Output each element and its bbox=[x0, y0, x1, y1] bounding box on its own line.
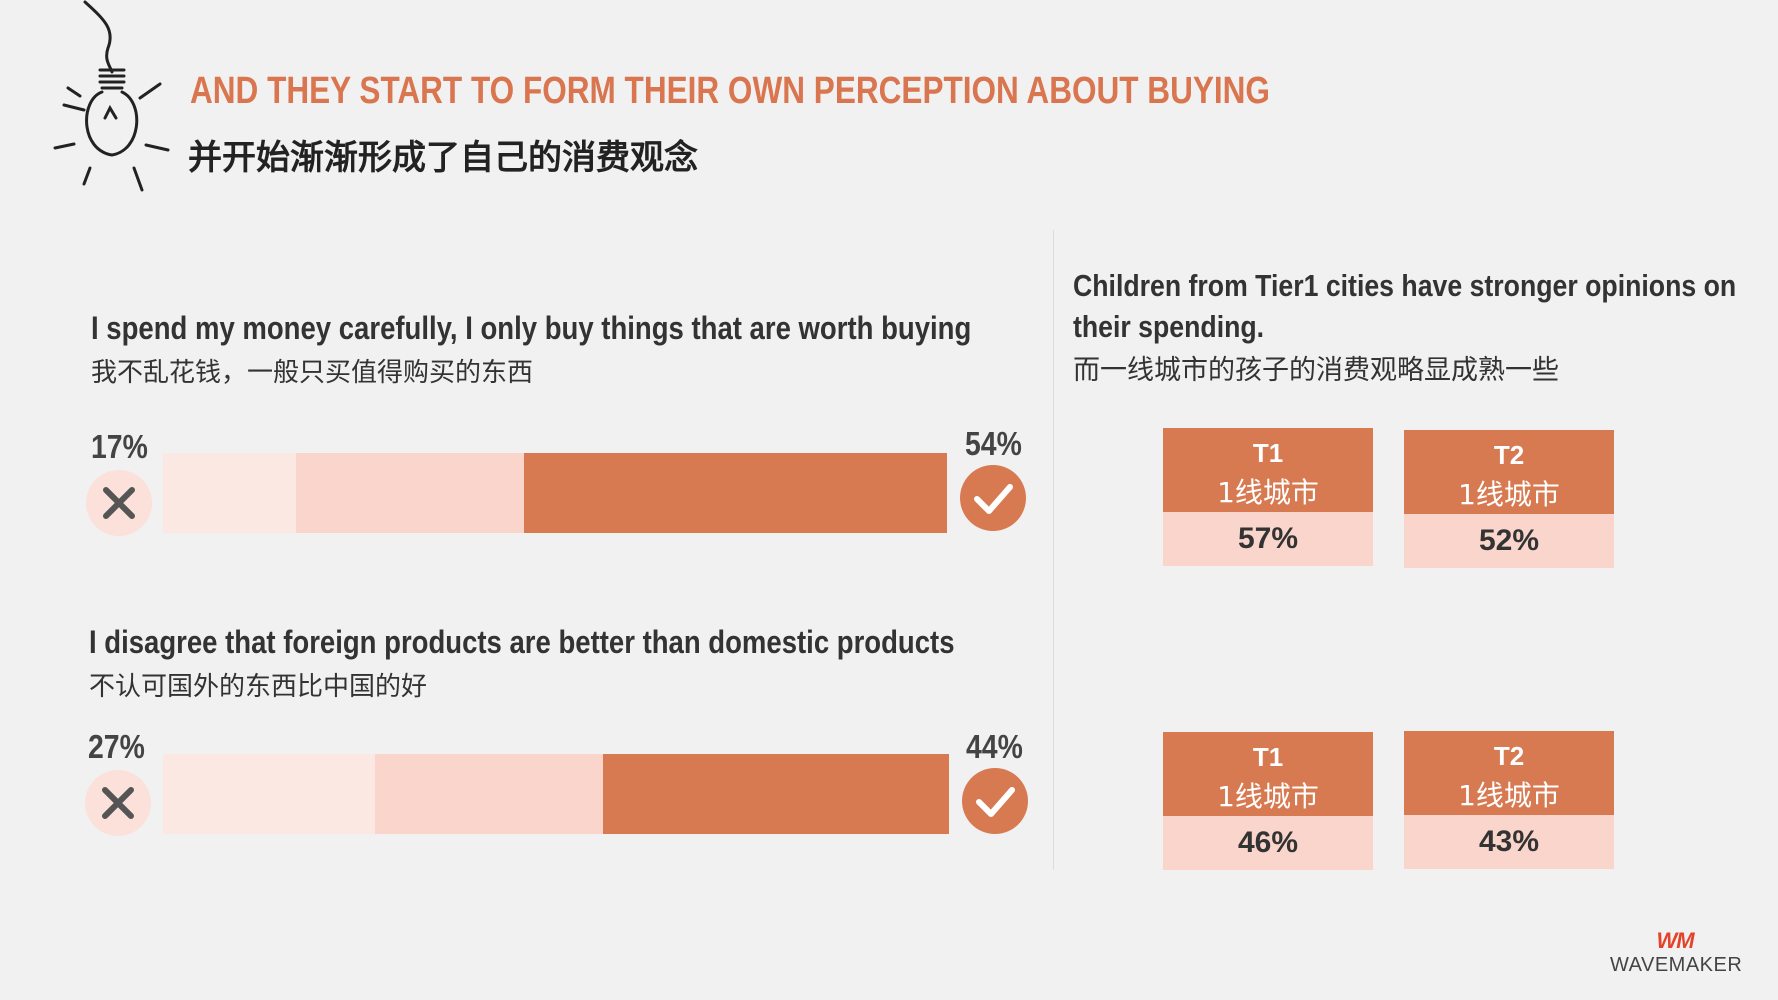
page-subtitle: 并开始渐渐形成了自己的消费观念 bbox=[188, 138, 698, 178]
question-1-disagree-label: 17% bbox=[91, 428, 148, 465]
cross-icon bbox=[85, 770, 151, 836]
question-1-agree-label: 54% bbox=[965, 425, 1022, 462]
tier-value: 46% bbox=[1163, 816, 1373, 870]
question-1-disagree-segment bbox=[163, 453, 297, 533]
question-2-en: I disagree that foreign products are bet… bbox=[89, 624, 955, 660]
question-1-agree-segment bbox=[523, 453, 947, 533]
question-2-neutral-segment bbox=[375, 754, 604, 834]
tier-value: 43% bbox=[1404, 815, 1614, 869]
question-2-cn: 不认可国外的东西比中国的好 bbox=[89, 672, 428, 702]
tier-code: T2 bbox=[1493, 741, 1525, 771]
tier-value: 52% bbox=[1404, 514, 1614, 568]
question-2-agree-segment bbox=[603, 754, 949, 834]
divider bbox=[1053, 230, 1054, 870]
side-heading-line-2: their spending. bbox=[1073, 309, 1265, 344]
check-icon bbox=[962, 768, 1028, 834]
logo-name: WAVEMAKER bbox=[1610, 954, 1743, 976]
question-2-agree-label: 44% bbox=[966, 728, 1023, 765]
question-1-bar bbox=[163, 453, 947, 533]
wavemaker-logo: WM WAVEMAKER bbox=[1610, 928, 1743, 977]
tier-city: 1线城市 bbox=[1458, 779, 1560, 812]
side-heading: Children from Tier1 cities have stronger… bbox=[1073, 265, 1763, 347]
tier-code: T1 bbox=[1252, 742, 1284, 772]
question-1-en: I spend my money carefully, I only buy t… bbox=[91, 310, 972, 346]
tier-card-header: T1 1线城市 bbox=[1163, 428, 1373, 512]
page-title: AND THEY START TO FORM THEIR OWN PERCEPT… bbox=[190, 70, 1270, 112]
side-heading-line-1: Children from Tier1 cities have stronger… bbox=[1073, 268, 1737, 303]
tier-card: T2 1线城市 52% bbox=[1404, 430, 1614, 568]
tier-city: 1线城市 bbox=[1217, 780, 1319, 813]
side-subheading: 而一线城市的孩子的消费观略显成熟一些 bbox=[1073, 355, 1559, 386]
tier-city: 1线城市 bbox=[1217, 476, 1319, 509]
question-2-disagree-label: 27% bbox=[88, 728, 145, 765]
cross-icon bbox=[86, 470, 152, 536]
tier-card-header: T2 1线城市 bbox=[1404, 731, 1614, 815]
tier-city: 1线城市 bbox=[1458, 478, 1560, 511]
tier-value: 57% bbox=[1163, 512, 1373, 566]
question-2-disagree-segment bbox=[163, 754, 376, 834]
question-2-bar bbox=[163, 754, 949, 834]
light-bulb-icon bbox=[53, 0, 170, 192]
question-1-cn: 我不乱花钱，一般只买值得购买的东西 bbox=[91, 358, 534, 388]
tier-card: T1 1线城市 57% bbox=[1163, 428, 1373, 566]
check-icon bbox=[960, 465, 1026, 531]
tier-card-header: T2 1线城市 bbox=[1404, 430, 1614, 514]
logo-mark: WM bbox=[1656, 928, 1694, 953]
tier-code: T2 bbox=[1493, 440, 1525, 470]
tier-code: T1 bbox=[1252, 438, 1284, 468]
tier-card-header: T1 1线城市 bbox=[1163, 732, 1373, 816]
tier-card: T2 1线城市 43% bbox=[1404, 731, 1614, 869]
question-1-neutral-segment bbox=[296, 453, 524, 533]
tier-card: T1 1线城市 46% bbox=[1163, 732, 1373, 870]
